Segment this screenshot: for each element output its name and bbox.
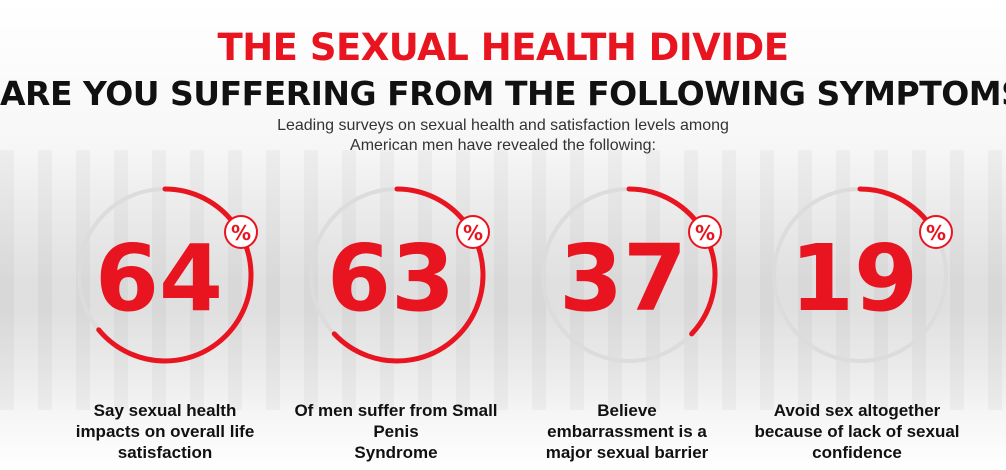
caption-line: confidence	[812, 443, 902, 462]
progress-ring-2: 63 %	[309, 186, 490, 364]
intro-text: Leading surveys on sexual health and sat…	[0, 116, 1006, 156]
page-subtitle: ARE YOU SUFFERING FROM THE FOLLOWING SYM…	[0, 74, 1006, 113]
percent-sign: %	[463, 221, 483, 245]
stat-card-3: 37 %	[529, 180, 729, 370]
caption-line: because of lack of sexual	[754, 422, 960, 441]
stat-value: 63	[327, 225, 455, 332]
caption-line: Penis	[373, 422, 419, 441]
stat-card-1: 64 %	[65, 180, 265, 370]
caption-line: satisfaction	[117, 443, 213, 462]
stat-caption-4: Avoid sex altogether because of lack of …	[742, 400, 972, 463]
stat-value: 37	[559, 225, 687, 332]
stat-value: 64	[95, 225, 223, 332]
progress-ring-4: 19 %	[772, 186, 953, 363]
caption-line: impacts on overall life	[75, 422, 255, 441]
caption-line: Avoid sex altogether	[773, 401, 941, 420]
percent-sign: %	[695, 221, 715, 245]
caption-line: Of men suffer from Small	[294, 401, 498, 420]
intro-line-2: American men have revealed the following…	[350, 137, 656, 154]
percent-badge	[224, 215, 258, 249]
caption-line: Believe	[597, 401, 657, 420]
progress-ring-1: 64 %	[77, 186, 258, 364]
caption-line: major sexual barrier	[545, 443, 709, 462]
percent-badge	[456, 215, 490, 249]
caption-line: Say sexual health	[93, 401, 237, 420]
percent-badge	[688, 215, 722, 249]
ring-arc	[331, 186, 486, 364]
page-title: THE SEXUAL HEALTH DIVIDE	[217, 26, 789, 69]
caption-line: Syndrome	[354, 443, 438, 462]
percent-sign: %	[231, 221, 251, 245]
intro-line-1: Leading surveys on sexual health and sat…	[277, 117, 729, 134]
caption-line: embarrassment is a	[547, 422, 707, 441]
ring-arc	[96, 186, 254, 364]
stat-caption-1: Say sexual health impacts on overall lif…	[50, 400, 280, 463]
progress-ring-3: 37 %	[541, 186, 722, 363]
stat-value: 19	[790, 225, 918, 332]
stat-caption-2: Of men suffer from Small Penis Syndrome	[281, 400, 511, 463]
stat-card-4: 19 %	[760, 180, 960, 370]
stat-card-2: 63 %	[297, 180, 497, 370]
percent-sign: %	[926, 221, 946, 245]
percent-badge	[919, 215, 953, 249]
stat-caption-3: Believe embarrassment is a major sexual …	[512, 400, 742, 463]
